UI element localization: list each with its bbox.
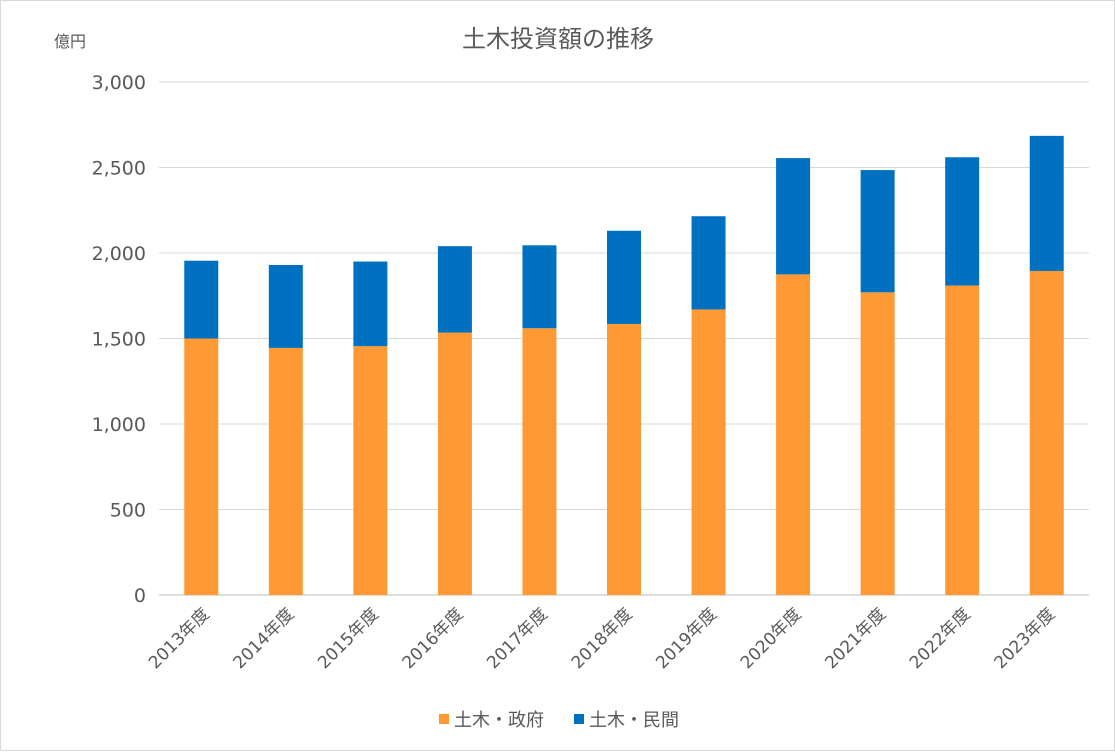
x-tick-label: 2013年度	[145, 604, 214, 673]
bar-segment-private	[522, 245, 557, 329]
bar-segment-private	[437, 246, 472, 333]
y-tick-label: 2,000	[92, 243, 146, 265]
bar-segment-private	[945, 157, 980, 286]
y-tick-label: 3,000	[92, 72, 146, 94]
x-axis-ticks: 2013年度 2014年度 2015年度 2016年度 2017年度 2018年度 2019…	[145, 604, 1059, 673]
bar-segment-government	[691, 309, 726, 595]
y-tick-label: 2,500	[92, 158, 146, 180]
bar-segment-private	[691, 216, 726, 310]
bar-segment-private	[607, 230, 641, 324]
bar-segment-government	[607, 323, 641, 595]
y-tick-label: 1,500	[92, 329, 146, 351]
x-tick-label: 2017年度	[483, 604, 552, 673]
y-tick-label: 1,000	[92, 414, 146, 436]
x-tick-label: 2014年度	[230, 604, 299, 673]
legend: 土木・政府 土木・民間	[439, 710, 679, 731]
bar-segment-government	[353, 346, 388, 595]
bar-segment-government	[860, 292, 895, 595]
bar-segment-private	[184, 260, 219, 339]
x-tick-label: 2019年度	[652, 604, 721, 673]
legend-label: 土木・民間	[589, 710, 679, 731]
y-axis-unit-label: 億円	[54, 32, 86, 51]
bar-segment-private	[268, 264, 303, 348]
x-tick-label: 2021年度	[821, 604, 890, 673]
bar-segment-private	[1029, 135, 1064, 271]
legend-swatch	[574, 714, 584, 724]
bars	[184, 135, 1064, 595]
x-tick-label: 2018年度	[568, 604, 637, 673]
y-tick-label: 0	[134, 585, 146, 607]
bar-segment-private	[353, 261, 388, 347]
legend-label: 土木・政府	[454, 710, 544, 731]
legend-swatch	[439, 714, 449, 724]
x-tick-label: 2016年度	[399, 604, 468, 673]
chart-title: 土木投資額の推移	[462, 25, 654, 53]
bar-segment-government	[776, 274, 811, 595]
x-tick-label: 2015年度	[314, 604, 383, 673]
bar-segment-government	[1029, 270, 1064, 595]
bar-segment-government	[184, 338, 219, 595]
bar-segment-government	[437, 332, 472, 595]
y-axis-ticks: 0 500 1,000 1,500 2,000 2,500 3,000	[92, 72, 146, 607]
y-tick-label: 500	[110, 500, 146, 522]
x-tick-label: 2022年度	[906, 604, 975, 673]
bar-segment-government	[268, 347, 303, 595]
bar-segment-private	[860, 170, 895, 293]
x-tick-label: 2020年度	[737, 604, 806, 673]
bar-segment-government	[522, 328, 557, 595]
bar-segment-private	[776, 158, 811, 275]
x-tick-label: 2023年度	[990, 604, 1059, 673]
bar-segment-government	[945, 285, 980, 595]
